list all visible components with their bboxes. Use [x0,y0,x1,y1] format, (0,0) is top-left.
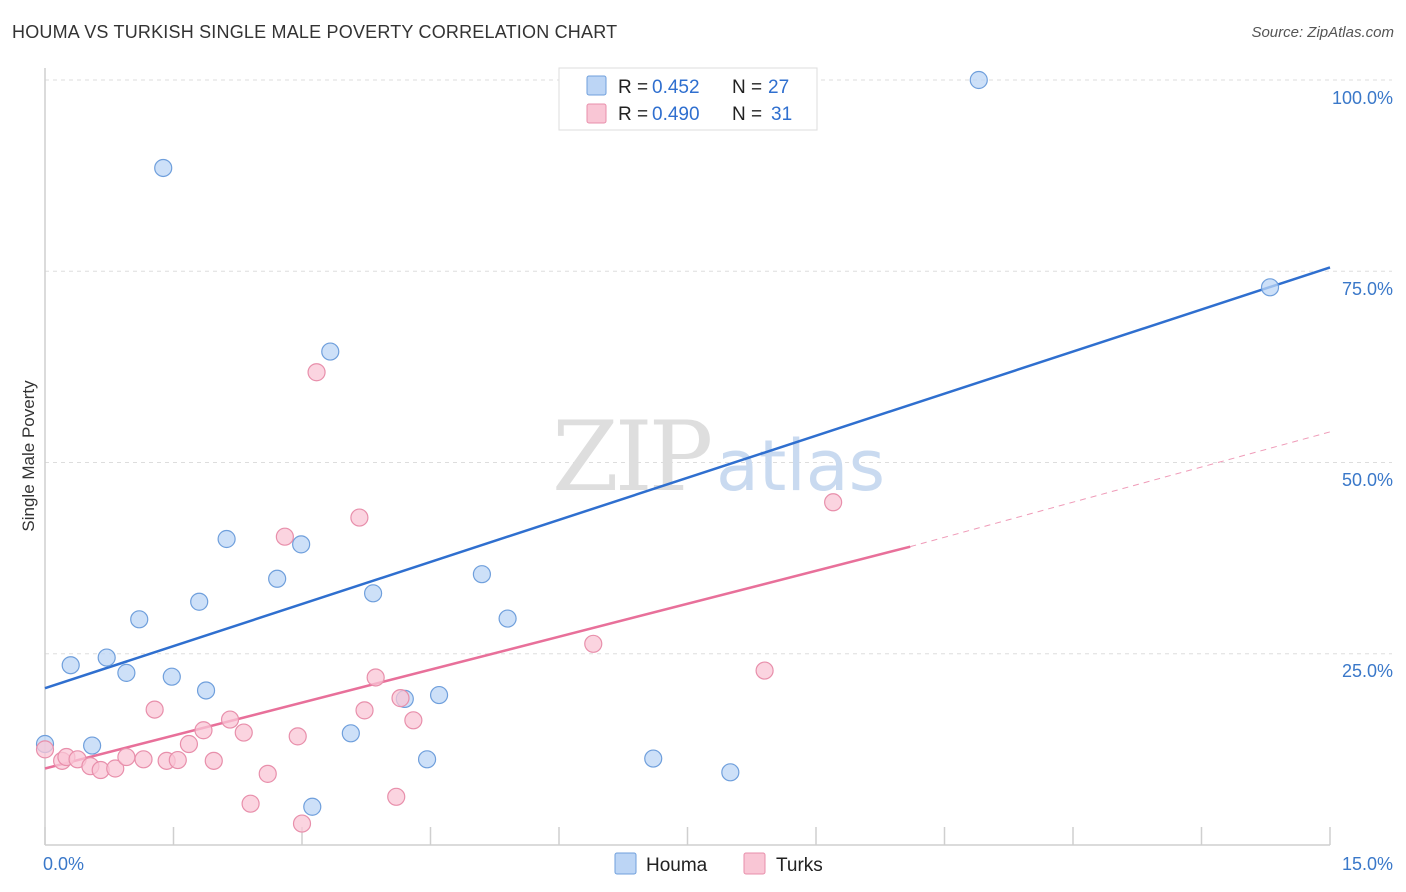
source-credit: Source: ZipAtlas.com [1251,24,1394,41]
series-legend-swatch-turks [743,852,766,875]
y-tick-label-100: 100.0% [1332,88,1393,108]
point-houma-25 [969,70,988,90]
legend-n-label-houma: N = [732,77,762,98]
point-houma-14 [321,342,340,361]
point-turks-18 [258,764,277,783]
point-turks-27 [391,689,410,708]
chart-title: HOUMA VS TURKISH SINGLE MALE POVERTY COR… [12,22,618,42]
point-turks-21 [292,814,312,833]
point-houma-11 [268,569,287,588]
point-houma-21 [498,609,517,628]
point-houma-12 [292,535,311,554]
point-houma-5 [130,610,149,629]
point-turks-19 [275,527,294,546]
point-turks-11 [168,750,187,770]
point-houma-3 [97,648,116,667]
point-turks-26 [387,787,406,806]
series-legend-label-houma: Houma [646,855,708,876]
point-houma-23 [644,749,663,768]
point-turks-17 [241,794,260,813]
gridlines [45,79,1392,655]
point-turks-9 [145,700,164,719]
legend-swatch-turks [586,103,607,124]
legend-n-value-turks: 31 [771,104,792,125]
point-turks-29 [584,634,603,653]
point-houma-10 [217,529,236,549]
point-turks-16 [234,723,253,742]
point-turks-12 [179,734,199,754]
point-turks-28 [404,711,423,730]
y-tick-label-50: 50.0% [1342,470,1393,490]
watermark-atlas: atlas [716,425,885,507]
trend-lines [44,266,1331,770]
legend-swatch-houma [586,75,607,96]
point-turks-22 [307,363,326,382]
y-tick-label-75: 75.0% [1342,279,1393,299]
point-houma-7 [162,667,181,686]
point-houma-6 [154,158,173,178]
legend-r-label-houma: R = [618,77,648,98]
point-turks-15 [220,710,240,729]
legend-r-value-turks: 0.490 [652,104,700,125]
point-houma-13 [303,797,322,816]
legend-n-label-turks: N = [732,104,762,125]
point-houma-8 [190,592,209,611]
series-legend-swatch-houma [614,852,637,875]
point-turks-13 [194,721,213,740]
point-turks-25 [366,668,385,687]
point-houma-26 [1260,278,1280,297]
point-turks-14 [204,751,223,770]
point-turks-20 [288,727,307,746]
point-turks-23 [350,508,369,527]
y-tick-label-25: 25.0% [1342,661,1393,681]
legend-n-value-houma: 27 [768,77,789,98]
point-houma-1 [61,656,80,675]
trend-line-houma [44,266,1331,690]
y-axis-label: Single Male Poverty [19,380,38,532]
point-turks-7 [117,747,136,767]
x-tick-label-min: 0.0% [43,854,84,874]
stats-legend: R = 0.452 N = 27 R = 0.490 N = 31 [558,67,818,131]
trend-line-turks [44,545,911,770]
point-houma-2 [83,736,102,755]
x-tick-marks [44,827,1331,845]
data-points [35,70,1280,833]
legend-r-label-turks: R = [618,104,648,125]
point-houma-18 [417,750,437,769]
x-tick-label-max: 15.0% [1342,854,1393,874]
trend-line-extension-turks [910,431,1331,548]
point-turks-8 [134,750,153,769]
series-legend: Houma Turks [614,852,823,876]
point-houma-24 [721,763,740,782]
point-houma-16 [364,584,383,603]
point-houma-4 [117,663,136,682]
point-houma-15 [341,724,360,743]
point-turks-6 [106,759,125,778]
point-turks-31 [824,493,843,512]
point-houma-19 [429,685,449,705]
point-turks-24 [355,701,374,720]
point-houma-20 [472,565,491,584]
legend-r-value-houma: 0.452 [652,77,700,98]
point-turks-0 [35,740,55,759]
point-turks-30 [755,661,774,680]
point-houma-9 [196,681,216,700]
series-legend-label-turks: Turks [776,855,823,876]
